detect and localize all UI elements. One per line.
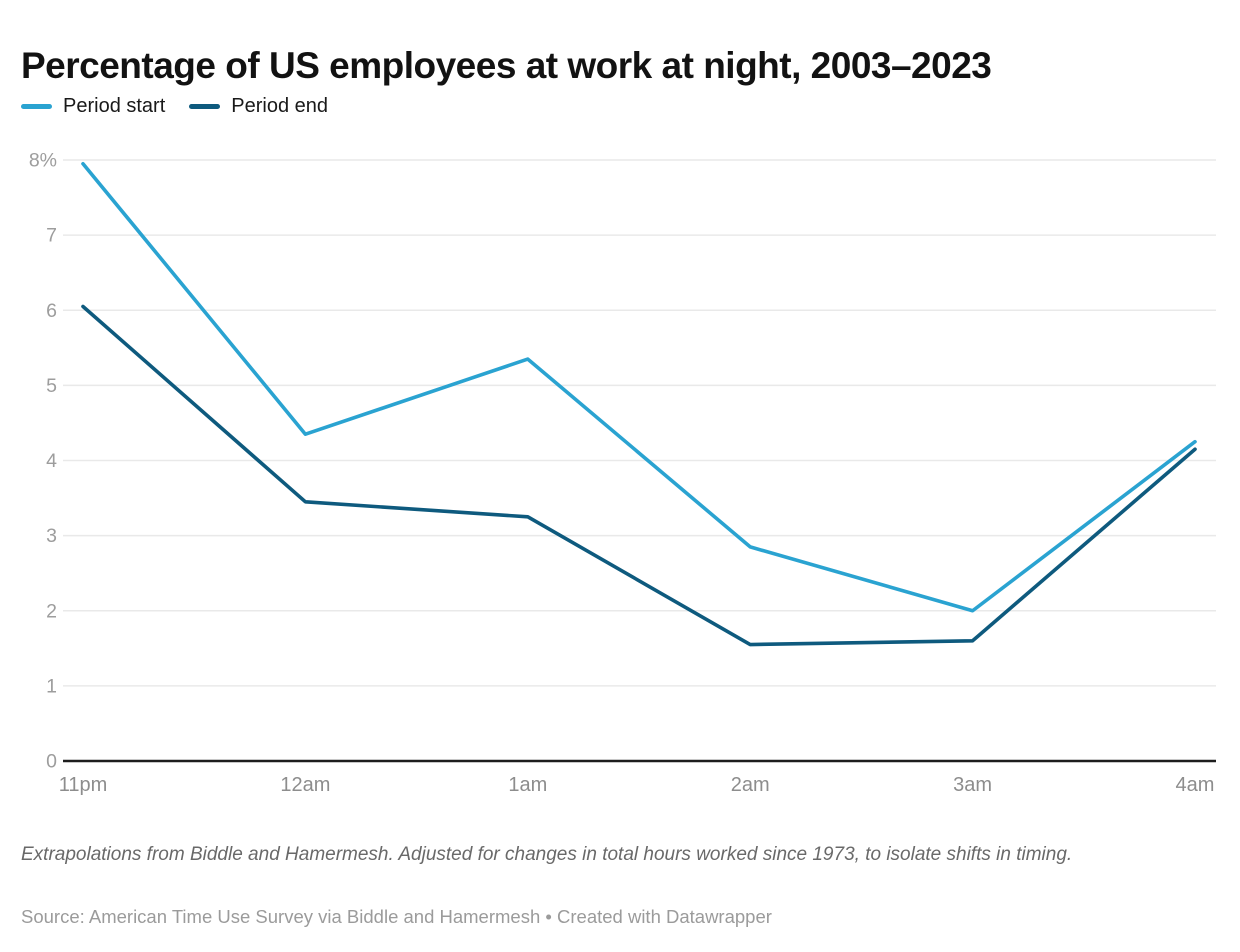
x-tick-label-12am: 12am	[280, 774, 330, 796]
source-attribution: Source: American Time Use Survey via Bid…	[21, 906, 772, 927]
y-tick-label-1: 1	[46, 675, 57, 697]
period-start-line-swatch	[21, 104, 52, 109]
x-tick-label-11pm: 11pm	[59, 774, 108, 796]
x-tick-label-4am: 4am	[1176, 774, 1215, 796]
x-tick-label-1am: 1am	[508, 774, 547, 796]
legend-label-period-end: Period end	[231, 95, 329, 117]
x-tick-label-3am: 3am	[953, 774, 992, 796]
period-end-line-swatch	[189, 104, 221, 109]
legend-item-period-start: Period start	[21, 95, 165, 118]
y-tick-label-4: 4	[46, 450, 57, 472]
y-tick-label-2: 2	[46, 600, 57, 622]
y-tick-label-5: 5	[46, 375, 57, 397]
legend: Period start Period end	[21, 95, 328, 118]
y-tick-label-0: 0	[46, 751, 57, 773]
legend-item-period-end: Period end	[189, 95, 328, 118]
x-tick-label-2am: 2am	[731, 774, 770, 796]
series-line-period-end[interactable]	[81, 304, 1197, 647]
y-tick-label-8: 8%	[29, 150, 57, 172]
y-tick-label-6: 6	[46, 300, 57, 322]
y-tick-label-7: 7	[46, 225, 57, 247]
page-title: Percentage of US employees at work at ni…	[21, 44, 992, 86]
series-line-period-start[interactable]	[81, 161, 1197, 613]
legend-label-period-start: Period start	[63, 95, 166, 117]
chart-footnote: Extrapolations from Biddle and Hamermesh…	[21, 844, 1073, 865]
y-tick-label-3: 3	[46, 525, 57, 547]
